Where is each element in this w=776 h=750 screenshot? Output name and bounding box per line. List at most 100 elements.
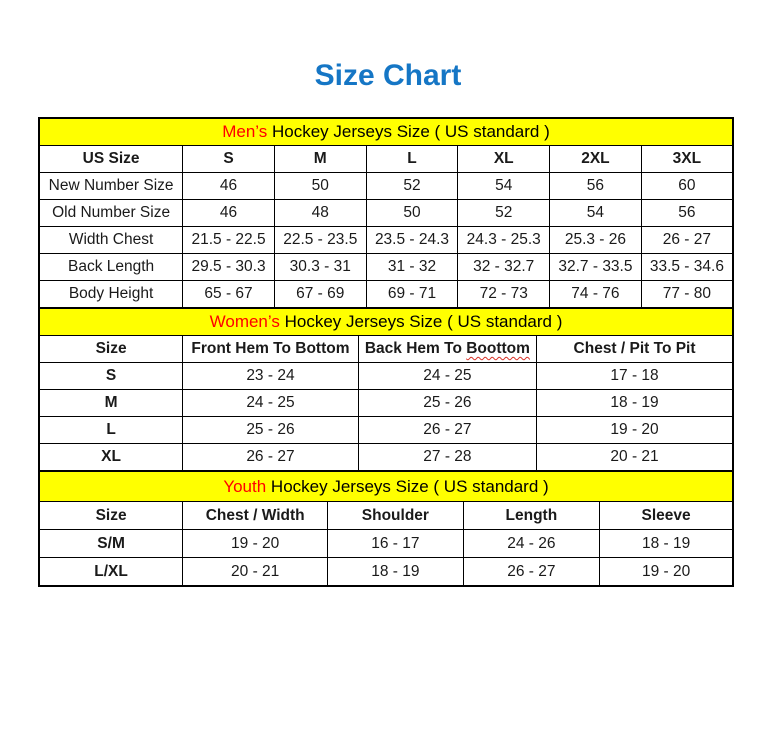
- table-cell: 16 - 17: [327, 529, 464, 558]
- row-label: XL: [38, 443, 184, 472]
- row-label: Back Length: [38, 253, 184, 281]
- table-cell: 24 - 26: [462, 529, 601, 558]
- womens-banner: Women’s Hockey Jerseys Size ( US standar…: [38, 307, 734, 336]
- row-label: M: [38, 389, 184, 417]
- mens-col-2xl: 2XL: [549, 145, 642, 173]
- table-cell: 19 - 20: [599, 557, 734, 587]
- mens-banner-text: Hockey Jerseys Size ( US standard ): [272, 122, 550, 141]
- table-cell: 17 - 18: [536, 362, 734, 390]
- table-cell: 56: [549, 172, 642, 200]
- table-cell: 60: [640, 172, 734, 200]
- table-cell: 18 - 19: [599, 529, 734, 558]
- table-cell: 74 - 76: [549, 280, 642, 309]
- womens-col-chest: Chest / Pit To Pit: [536, 335, 734, 363]
- row-label: Old Number Size: [38, 199, 184, 227]
- womens-col-back-hem-prefix: Back Hem To: [364, 340, 462, 357]
- mens-col-3xl: 3XL: [640, 145, 734, 173]
- youth-col-shoulder: Shoulder: [327, 501, 464, 530]
- table-row-new-number-size: New Number Size 46 50 52 54 56 60: [38, 172, 734, 200]
- row-label: New Number Size: [38, 172, 184, 200]
- table-cell: 21.5 - 22.5: [182, 226, 275, 254]
- table-cell: 56: [640, 199, 734, 227]
- table-row-back-length: Back Length 29.5 - 30.3 30.3 - 31 31 - 3…: [38, 253, 734, 281]
- womens-col-size: Size: [38, 335, 184, 363]
- womens-size-table: Women’s Hockey Jerseys Size ( US standar…: [38, 307, 734, 472]
- table-cell: 25 - 26: [357, 389, 538, 417]
- table-cell: 48: [273, 199, 367, 227]
- row-label: S: [38, 362, 184, 390]
- table-cell: 46: [182, 172, 275, 200]
- mens-col-m: M: [273, 145, 367, 173]
- youth-banner-highlight: Youth: [223, 476, 267, 496]
- table-row-old-number-size: Old Number Size 46 48 50 52 54 56: [38, 199, 734, 227]
- table-cell: 50: [365, 199, 459, 227]
- table-cell: 77 - 80: [640, 280, 734, 309]
- womens-header-row: Size Front Hem To Bottom Back Hem To Boo…: [38, 335, 734, 363]
- table-cell: 25 - 26: [182, 416, 359, 444]
- table-row-youth-lxl: L/XL 20 - 21 18 - 19 26 - 27 19 - 20: [38, 557, 734, 587]
- youth-header-row: Size Chest / Width Shoulder Length Sleev…: [38, 501, 734, 530]
- table-cell: 20 - 21: [182, 557, 329, 587]
- table-cell: 32 - 32.7: [457, 253, 551, 281]
- table-row-womens-m: M 24 - 25 25 - 26 18 - 19: [38, 389, 734, 417]
- table-cell: 23.5 - 24.3: [365, 226, 459, 254]
- table-row-womens-s: S 23 - 24 24 - 25 17 - 18: [38, 362, 734, 390]
- table-cell: 26 - 27: [462, 557, 601, 587]
- table-cell: 26 - 27: [640, 226, 734, 254]
- table-cell: 72 - 73: [457, 280, 551, 309]
- table-cell: 19 - 20: [182, 529, 329, 558]
- youth-col-length: Length: [462, 501, 601, 530]
- row-label: Body Height: [38, 280, 184, 309]
- table-cell: 33.5 - 34.6: [640, 253, 734, 281]
- mens-col-xl: XL: [457, 145, 551, 173]
- table-cell: 30.3 - 31: [273, 253, 367, 281]
- table-cell: 54: [457, 172, 551, 200]
- youth-banner-text: Hockey Jerseys Size ( US standard ): [270, 476, 549, 496]
- youth-banner-row: Youth Hockey Jerseys Size ( US standard …: [38, 470, 734, 502]
- table-cell: 20 - 21: [536, 443, 734, 472]
- size-chart: Men’s Hockey Jerseys Size ( US standard …: [38, 117, 734, 587]
- table-cell: 25.3 - 26: [549, 226, 642, 254]
- table-cell: 31 - 32: [365, 253, 459, 281]
- mens-banner-highlight: Men’s: [222, 122, 268, 141]
- table-cell: 29.5 - 30.3: [182, 253, 275, 281]
- mens-size-table: Men’s Hockey Jerseys Size ( US standard …: [38, 117, 734, 309]
- table-row-body-height: Body Height 65 - 67 67 - 69 69 - 71 72 -…: [38, 280, 734, 309]
- table-cell: 23 - 24: [182, 362, 359, 390]
- womens-banner-text: Hockey Jerseys Size ( US standard ): [284, 312, 563, 331]
- table-cell: 32.7 - 33.5: [549, 253, 642, 281]
- womens-col-front-hem: Front Hem To Bottom: [182, 335, 359, 363]
- table-cell: 54: [549, 199, 642, 227]
- womens-col-back-hem: Back Hem To Boottom: [357, 335, 538, 363]
- mens-col-us-size: US Size: [38, 145, 184, 173]
- mens-banner: Men’s Hockey Jerseys Size ( US standard …: [38, 117, 734, 146]
- size-chart-page: { "page": { "title": "Size Chart" }, "co…: [0, 58, 776, 750]
- youth-col-sleeve: Sleeve: [599, 501, 734, 530]
- youth-col-chest-width: Chest / Width: [182, 501, 329, 530]
- table-cell: 65 - 67: [182, 280, 275, 309]
- youth-banner: Youth Hockey Jerseys Size ( US standard …: [38, 470, 734, 502]
- table-cell: 27 - 28: [357, 443, 538, 472]
- table-cell: 67 - 69: [273, 280, 367, 309]
- row-label: Width Chest: [38, 226, 184, 254]
- table-cell: 18 - 19: [536, 389, 734, 417]
- page-title: Size Chart: [314, 59, 462, 92]
- mens-banner-row: Men’s Hockey Jerseys Size ( US standard …: [38, 117, 734, 146]
- table-row-youth-sm: S/M 19 - 20 16 - 17 24 - 26 18 - 19: [38, 529, 734, 558]
- table-cell: 52: [457, 199, 551, 227]
- womens-banner-row: Women’s Hockey Jerseys Size ( US standar…: [38, 307, 734, 336]
- mens-col-l: L: [365, 145, 459, 173]
- table-cell: 52: [365, 172, 459, 200]
- row-label: L/XL: [38, 557, 184, 587]
- table-cell: 50: [273, 172, 367, 200]
- table-row-width-chest: Width Chest 21.5 - 22.5 22.5 - 23.5 23.5…: [38, 226, 734, 254]
- table-cell: 69 - 71: [365, 280, 459, 309]
- table-cell: 22.5 - 23.5: [273, 226, 367, 254]
- youth-size-table: Youth Hockey Jerseys Size ( US standard …: [38, 470, 734, 587]
- row-label: S/M: [38, 529, 184, 558]
- table-row-womens-l: L 25 - 26 26 - 27 19 - 20: [38, 416, 734, 444]
- table-cell: 24 - 25: [182, 389, 359, 417]
- row-label: L: [38, 416, 184, 444]
- table-cell: 24 - 25: [357, 362, 538, 390]
- womens-col-back-hem-misspelled-word: Boottom: [466, 340, 530, 357]
